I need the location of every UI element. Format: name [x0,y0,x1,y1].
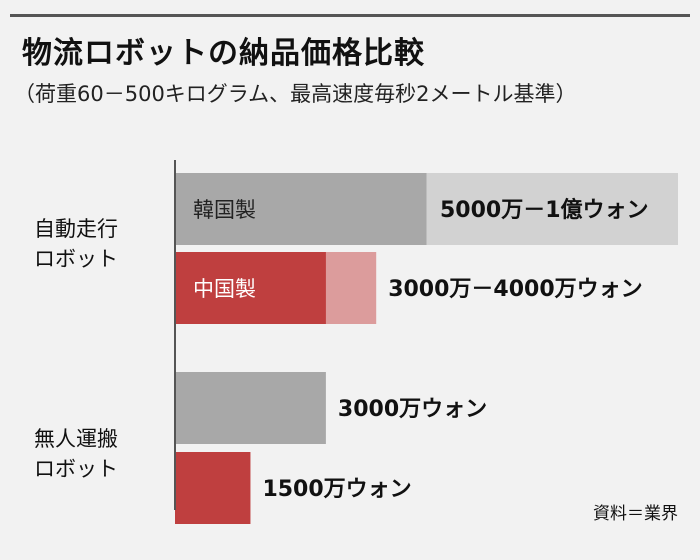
bar-range-min [175,252,326,324]
bar-range-min [175,452,251,524]
top-rule [10,14,690,17]
group-label-autonomous: 自動走行 ロボット [34,214,118,274]
chart-subtitle: （荷重60－500キログラム、最高速度毎秒2メートル基準） [14,82,577,106]
group-label-line: 無人運搬 [34,427,118,451]
source-note: 資料＝業界 [593,504,678,524]
bar-value-label: 3000万－4000万ウォン [388,277,642,302]
bar-value-label: 3000万ウォン [338,397,487,422]
bar-range-min [175,173,427,245]
bar-origin-label: 中国製 [193,277,256,301]
bar-value-label: 5000万－1億ウォン [440,197,649,223]
bar-origin-label: 韓国製 [193,198,256,222]
bar-range-min [175,372,326,444]
bar-value-label: 1500万ウォン [262,477,411,502]
group-label-line: 自動走行 [34,217,118,241]
group-label-line: ロボット [34,247,118,271]
group-label-line: ロボット [34,457,118,481]
category-axis [174,160,176,510]
chart-title: 物流ロボットの納品価格比較 [22,36,425,71]
group-label-agv: 無人運搬 ロボット [34,424,118,484]
